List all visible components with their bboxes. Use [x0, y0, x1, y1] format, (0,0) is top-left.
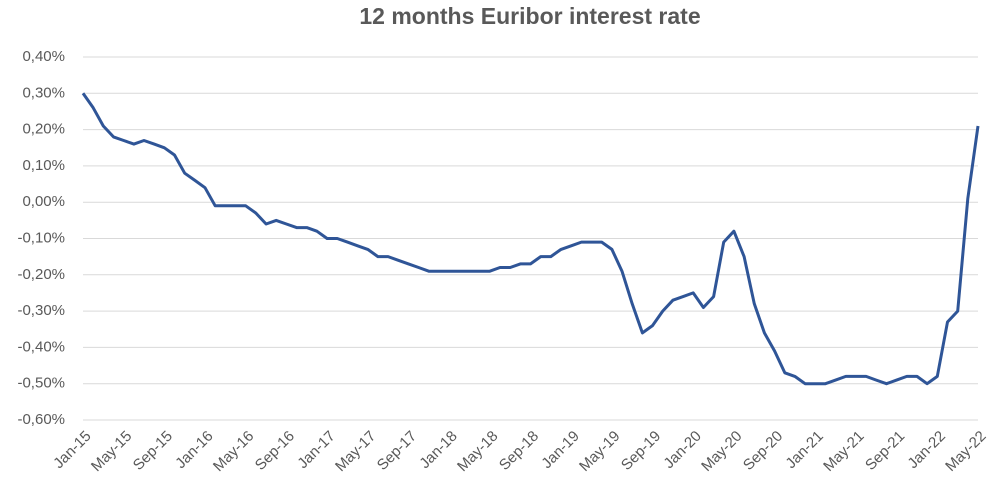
y-tick-label: -0,50%: [17, 375, 65, 392]
x-tick-label: May-18: [454, 428, 501, 475]
x-tick-label: Jan-18: [416, 428, 460, 472]
x-tick-label: May-16: [210, 428, 257, 475]
y-tick-label: 0,10%: [22, 157, 65, 174]
x-tick-label: May-20: [698, 428, 745, 475]
chart-title: 12 months Euribor interest rate: [359, 3, 700, 29]
y-tick-label: -0,20%: [17, 266, 65, 283]
x-tick-label: Sep-21: [862, 428, 908, 474]
x-tick-label: Jan-19: [538, 428, 582, 472]
x-tick-label: Jan-20: [660, 428, 704, 472]
x-tick-label: May-22: [942, 428, 989, 475]
y-tick-label: 0,00%: [22, 193, 65, 210]
y-tick-label: 0,30%: [22, 84, 65, 101]
x-tick-label: May-21: [820, 428, 867, 475]
y-tick-label: 0,40%: [22, 48, 65, 65]
x-tick-label: Sep-19: [618, 428, 664, 474]
line: [81, 92, 980, 386]
x-tick-label: Jan-22: [904, 428, 948, 472]
x-tick-label: May-15: [88, 428, 135, 475]
x-tick-label: May-17: [332, 428, 379, 475]
y-tick-label: 0,20%: [22, 121, 65, 138]
x-tick-label: Sep-16: [252, 428, 298, 474]
x-tick-label: Sep-20: [740, 428, 786, 474]
y-tick-label: -0,30%: [17, 302, 65, 319]
x-tick-label: May-19: [576, 428, 623, 475]
x-tick-label: Jan-15: [50, 428, 94, 472]
y-tick-label: -0,60%: [17, 411, 65, 428]
x-tick-label: Sep-17: [374, 428, 420, 474]
x-tick-label: Jan-16: [172, 428, 216, 472]
x-tick-label: Jan-17: [294, 428, 338, 472]
x-tick-label: Sep-18: [496, 428, 542, 474]
y-tick-label: -0,10%: [17, 229, 65, 246]
x-tick-label: Jan-21: [782, 428, 826, 472]
y-tick-label: -0,40%: [17, 338, 65, 355]
x-tick-label: Sep-15: [130, 428, 176, 474]
